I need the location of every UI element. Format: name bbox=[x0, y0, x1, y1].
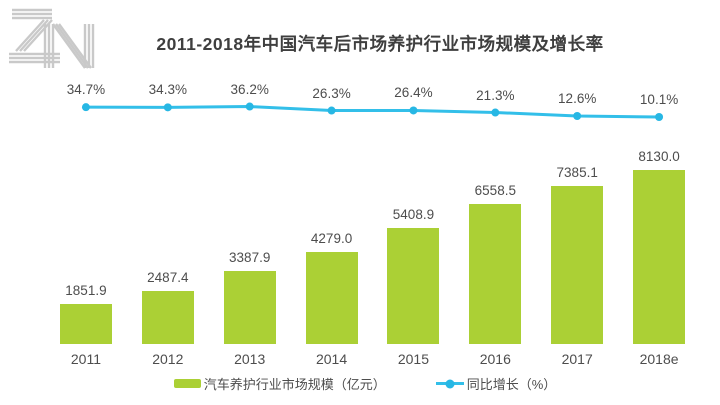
bar-2016 bbox=[469, 203, 522, 344]
x-axis-label-2015: 2015 bbox=[397, 351, 430, 367]
legend-item-market-size: 汽车养护行业市场规模（亿元） bbox=[173, 374, 386, 393]
line-point-2017 bbox=[573, 112, 582, 120]
growth-line bbox=[85, 105, 660, 119]
bar-value-label-2017: 7385.1 bbox=[556, 164, 598, 180]
bar-value-label-2013: 3387.9 bbox=[229, 250, 271, 266]
bar-value-label-2014: 4279.0 bbox=[310, 231, 353, 247]
x-axis-label-2014: 2014 bbox=[315, 351, 348, 367]
growth-value-label-2017: 12.6% bbox=[558, 91, 597, 106]
growth-value-label-2014: 26.3% bbox=[312, 85, 351, 101]
bar-value-label-2016: 6558.5 bbox=[474, 182, 516, 198]
bar-2012 bbox=[141, 290, 194, 344]
line-point-2015 bbox=[409, 106, 418, 115]
line-point-2016 bbox=[491, 108, 500, 117]
line-point-2014 bbox=[327, 106, 336, 115]
growth-value-label-2018e: 10.1% bbox=[639, 92, 679, 107]
x-axis-label-2018e: 2018e bbox=[639, 351, 679, 367]
growth-value-label-2013: 36.2% bbox=[230, 81, 269, 97]
line-swatch-dot bbox=[445, 379, 455, 388]
bar-value-label-2018e: 8130.0 bbox=[638, 149, 680, 164]
chart-legend: 汽车养护行业市场规模（亿元） 同比增长（%） bbox=[10, 374, 720, 393]
bar-2018e bbox=[633, 170, 686, 344]
legend-label-market-size: 汽车养护行业市场规模（亿元） bbox=[203, 377, 386, 392]
bar-series-swatch-icon bbox=[173, 379, 201, 388]
bar-2013 bbox=[223, 271, 276, 344]
chart-title: 2011-2018年中国汽车后市场养护行业市场规模及增长率 bbox=[156, 34, 604, 54]
growth-value-label-2016: 21.3% bbox=[476, 87, 515, 103]
legend-label-growth: 同比增长（%） bbox=[466, 377, 557, 392]
bar-value-label-2015: 5408.9 bbox=[392, 207, 435, 223]
growth-value-label-2015: 26.4% bbox=[394, 85, 433, 101]
growth-value-label-2012: 34.3% bbox=[148, 82, 187, 98]
logo-zn-strokes bbox=[9, 8, 95, 69]
bar-value-label-2011: 1851.9 bbox=[65, 283, 107, 299]
x-axis-label-2013: 2013 bbox=[234, 351, 266, 367]
x-axis-label-2017: 2017 bbox=[561, 351, 593, 367]
line-point-2018e bbox=[655, 113, 664, 121]
line-point-2012 bbox=[163, 103, 172, 112]
brand-logo bbox=[9, 8, 95, 69]
chart-area: 1851.9 2011 34.7% 2487.4 2012 34.3% 3387.9 2013… bbox=[45, 80, 700, 367]
bar-2017 bbox=[551, 185, 604, 344]
line-point-2011 bbox=[81, 103, 90, 112]
line-point-2013 bbox=[245, 102, 254, 111]
line-series-swatch-icon bbox=[435, 379, 464, 389]
x-axis-label-2012: 2012 bbox=[152, 351, 184, 367]
growth-line-layer bbox=[81, 102, 664, 121]
growth-value-label-2011: 34.7% bbox=[66, 82, 106, 98]
bar-value-label-2012: 2487.4 bbox=[147, 269, 189, 285]
x-axis-label-2011: 2011 bbox=[70, 351, 101, 367]
bar-2014 bbox=[305, 252, 358, 344]
x-axis-label-2016: 2016 bbox=[479, 351, 511, 367]
legend-item-growth: 同比增长（%） bbox=[435, 374, 557, 393]
bar-2015 bbox=[387, 228, 440, 344]
bar-2011 bbox=[59, 304, 112, 344]
